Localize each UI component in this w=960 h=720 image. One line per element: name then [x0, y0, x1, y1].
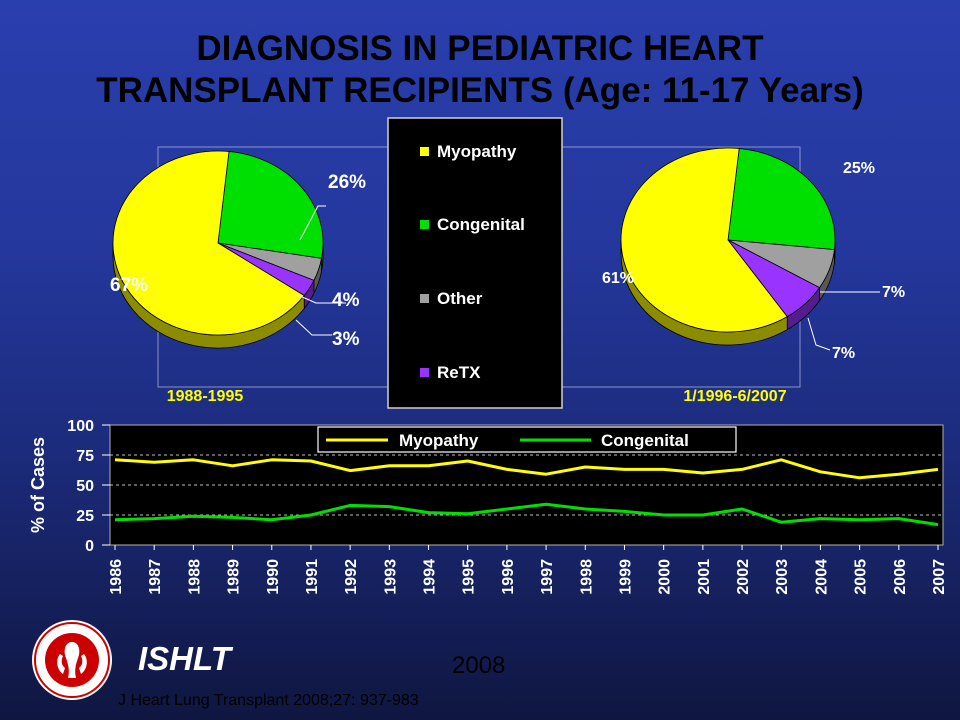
x-tick-label: 1995 — [461, 559, 478, 595]
pie-legend-swatch-congenital — [420, 220, 429, 229]
pie1-label-other: 4% — [332, 290, 360, 311]
pie2-period-label: 1/1996-6/2007 — [683, 388, 786, 405]
x-tick-label: 2007 — [931, 559, 948, 595]
x-tick-label: 1992 — [343, 559, 360, 595]
ishlt-logo-icon — [32, 620, 112, 700]
pie2-leader-line — [807, 317, 831, 351]
x-tick-label: 2005 — [853, 559, 870, 595]
pie-legend-swatch-myopathy — [420, 147, 429, 156]
x-tick-label: 1991 — [304, 559, 321, 595]
org-name: ISHLT — [138, 640, 231, 677]
pie1-leader-line — [299, 295, 346, 304]
pie2-slice-congenital — [727, 148, 836, 251]
x-tick-label: 2006 — [892, 559, 909, 595]
y-tick-label: 0 — [85, 538, 94, 555]
pie1-slice-congenital — [217, 151, 324, 259]
pie-1: 67% 26% 4% 3% — [110, 150, 366, 350]
y-tick-label: 75 — [76, 448, 94, 465]
pie1-label-myopathy: 67% — [110, 275, 148, 296]
y-axis-label: % of Cases — [28, 437, 48, 533]
pie-legend-label-retx: ReTX — [437, 363, 481, 382]
pie-2: 61% 25% 7% 7% — [602, 147, 905, 362]
line-legend-label-myopathy: Myopathy — [399, 431, 479, 450]
pie2-label-other: 7% — [882, 284, 905, 301]
pie2-slice-myopathy — [620, 147, 788, 333]
x-tick-label: 2003 — [774, 559, 791, 595]
pie2-label-myopathy: 61% — [602, 270, 634, 287]
y-tick-label: 100 — [67, 418, 94, 435]
year-label: 2008 — [452, 652, 506, 679]
pie1-period-label: 1988-1995 — [167, 388, 244, 405]
pie-legend-label-congenital: Congenital — [437, 215, 525, 234]
pie2-label-retx: 7% — [832, 345, 855, 362]
citation: J Heart Lung Transplant 2008;27: 937-983 — [118, 692, 419, 709]
pie1-leader-line — [295, 319, 332, 336]
x-tick-label: 1993 — [382, 559, 399, 595]
pie-legend-swatch-other — [420, 294, 429, 303]
x-tick-label: 1998 — [578, 559, 595, 595]
y-tick-label: 50 — [76, 478, 94, 495]
pie-legend-label-myopathy: Myopathy — [437, 142, 517, 161]
pie-legend-box — [387, 117, 563, 409]
pie1-label-congenital: 26% — [328, 172, 366, 193]
x-tick-label: 1997 — [539, 559, 556, 595]
pie-charts: 67% 26% 4% 3% 61% 25% 7% 7% — [110, 147, 905, 362]
series-line-myopathy — [114, 458, 939, 480]
line-legend-label-congenital: Congenital — [601, 431, 689, 450]
x-tick-label: 1990 — [265, 559, 282, 595]
y-tick-label: 25 — [76, 508, 94, 525]
x-tick-label: 2000 — [657, 559, 674, 595]
page-title: DIAGNOSIS IN PEDIATRIC HEART TRANSPLANT … — [0, 28, 960, 112]
x-tick-label: 2004 — [813, 559, 830, 595]
x-tick-label: 1988 — [186, 559, 203, 595]
x-tick-label: 2001 — [696, 559, 713, 595]
pie1-label-retx: 3% — [332, 329, 360, 350]
pie-legend: Myopathy Congenital Other ReTX — [387, 117, 563, 409]
pie2-label-congenital: 25% — [843, 160, 875, 177]
pie1-leader-line — [299, 205, 326, 241]
line-chart: 100 75 50 25 0 % of Cases 1986 1987 1988 1989 1990… — [28, 418, 948, 595]
x-tick-label: 1989 — [226, 559, 243, 595]
pie1-slice-myopathy — [112, 150, 305, 336]
x-tick-label: 1986 — [108, 559, 125, 595]
x-tick-label: 1996 — [500, 559, 517, 595]
pie-legend-swatch-retx — [420, 368, 429, 377]
x-tick-label: 1987 — [147, 559, 164, 595]
pie-legend-label-other: Other — [437, 289, 483, 308]
x-tick-label: 1994 — [422, 559, 439, 595]
series-line-congenital — [114, 502, 939, 527]
title-line-1: DIAGNOSIS IN PEDIATRIC HEART — [196, 29, 764, 68]
x-tick-label: 2002 — [735, 559, 752, 595]
x-tick-label: 1999 — [617, 559, 634, 595]
title-line-2: TRANSPLANT RECIPIENTS (Age: 11-17 Years) — [96, 71, 864, 110]
